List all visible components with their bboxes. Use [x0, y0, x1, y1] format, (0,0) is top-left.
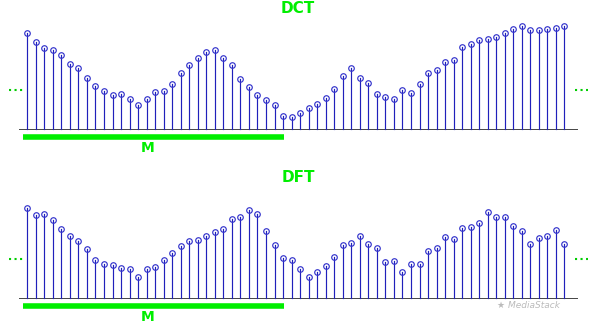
Text: M: M: [141, 141, 154, 155]
Text: ★ MediaStack: ★ MediaStack: [497, 301, 560, 310]
Title: DFT: DFT: [281, 170, 315, 185]
Title: DCT: DCT: [281, 1, 315, 16]
Text: M: M: [141, 309, 154, 323]
